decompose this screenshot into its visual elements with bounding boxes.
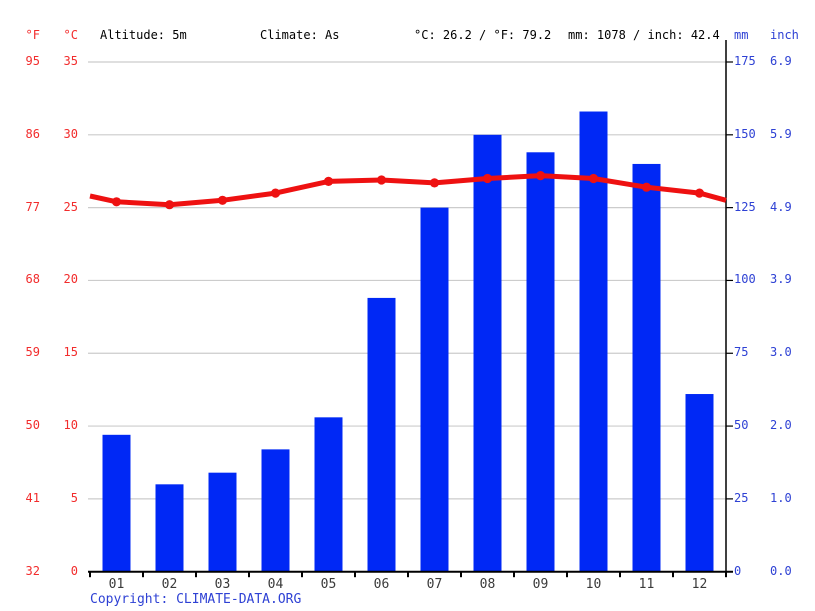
f-axis-label: 77 <box>25 199 40 214</box>
f-axis-label: 59 <box>25 345 40 360</box>
inch-axis-label: 3.0 <box>770 345 792 360</box>
c-axis-label: 0 <box>70 563 78 578</box>
precip-bar-10 <box>579 111 608 572</box>
copyright-link[interactable]: CLIMATE-DATA.ORG <box>176 592 302 607</box>
temperature-point-10 <box>588 173 599 184</box>
c-axis-label: 15 <box>63 345 78 360</box>
f-axis-label: 68 <box>25 272 40 287</box>
month-label-07: 07 <box>426 577 443 592</box>
month-label-08: 08 <box>479 577 496 592</box>
c-axis-label: 35 <box>63 54 78 68</box>
inch-axis-label: 6.9 <box>770 54 792 68</box>
inch-axis-label: 4.9 <box>770 199 792 214</box>
month-label-09: 09 <box>532 577 549 592</box>
temperature-line <box>89 173 727 208</box>
precip-bar-11 <box>632 163 661 572</box>
month-label-03: 03 <box>214 577 231 592</box>
mm-axis-label: 150 <box>734 126 756 141</box>
avg-temperature-label: °C: 26.2 / °F: 79.2 <box>414 28 552 42</box>
left-axis-c-unit: °C <box>63 28 78 42</box>
temperature-point-02 <box>164 200 175 210</box>
precip-bar-09 <box>526 152 555 572</box>
c-axis-label: 20 <box>63 272 78 287</box>
f-axis-label: 50 <box>25 418 40 433</box>
f-axis-label: 41 <box>25 490 40 505</box>
temperature-point-12 <box>694 188 705 198</box>
right-axis-mm-unit: mm <box>734 28 749 42</box>
right-axis-inch-unit: inch <box>770 28 799 42</box>
copyright: Copyright: CLIMATE-DATA.ORG <box>90 592 301 608</box>
mm-axis-label: 125 <box>734 199 756 214</box>
month-label-11: 11 <box>638 577 655 592</box>
precip-bar-06 <box>367 297 396 572</box>
mm-axis-label: 75 <box>734 345 749 360</box>
temperature-point-09 <box>535 171 546 181</box>
c-axis-label: 10 <box>63 418 78 433</box>
c-axis-label: 25 <box>63 199 78 214</box>
c-axis-label: 30 <box>63 126 78 141</box>
month-label-05: 05 <box>320 577 337 592</box>
temperature-point-07 <box>429 178 440 188</box>
inch-axis-label: 5.9 <box>770 126 792 141</box>
inch-axis-label: 3.9 <box>770 272 792 287</box>
inch-axis-label: 0.0 <box>770 563 792 578</box>
temperature-point-04 <box>270 188 281 198</box>
precip-bar-05 <box>314 417 343 572</box>
month-label-12: 12 <box>691 577 708 592</box>
climate-class-label: Climate: As <box>260 28 340 42</box>
precip-bar-07 <box>420 207 449 572</box>
copyright-label: Copyright: <box>90 592 177 607</box>
altitude-label: Altitude: 5m <box>100 28 187 42</box>
mm-axis-label: 175 <box>734 54 756 68</box>
inch-axis-label: 2.0 <box>770 418 792 433</box>
precip-bar-02 <box>155 484 184 572</box>
left-axis-f-unit: °F <box>25 28 40 42</box>
f-axis-label: 32 <box>25 563 40 578</box>
mm-axis-label: 25 <box>734 490 749 505</box>
precip-bar-01 <box>102 434 131 572</box>
temperature-point-03 <box>217 195 228 205</box>
mm-axis-label: 100 <box>734 272 756 287</box>
mm-axis-label: 50 <box>734 418 749 433</box>
c-axis-label: 5 <box>70 490 78 505</box>
temperature-point-06 <box>376 175 387 185</box>
temperature-point-11 <box>641 182 652 192</box>
precip-bar-08 <box>473 134 502 572</box>
precip-bar-12 <box>685 394 714 572</box>
inch-axis-label: 1.0 <box>770 490 792 505</box>
temperature-point-08 <box>482 173 493 184</box>
precip-bar-03 <box>208 472 237 572</box>
temperature-point-01 <box>111 197 122 207</box>
mm-axis-label: 0 <box>734 563 742 578</box>
f-axis-label: 95 <box>25 54 40 68</box>
precip-bar-04 <box>261 449 290 572</box>
f-axis-label: 86 <box>25 126 40 141</box>
month-label-01: 01 <box>108 577 125 592</box>
temperature-point-05 <box>323 176 334 186</box>
month-label-10: 10 <box>585 577 602 592</box>
month-label-02: 02 <box>161 577 178 592</box>
month-label-04: 04 <box>267 577 284 592</box>
total-precip-label: mm: 1078 / inch: 42.4 <box>568 28 720 42</box>
month-label-06: 06 <box>373 577 390 592</box>
